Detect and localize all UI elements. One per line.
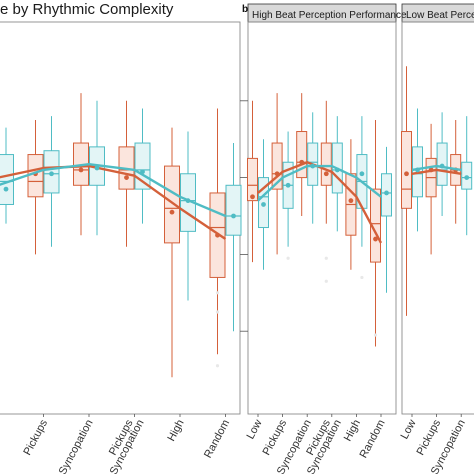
outlier-point	[324, 256, 328, 260]
box	[320, 142, 332, 186]
mean-point	[215, 232, 220, 238]
panel-b-border	[247, 21, 397, 415]
mean-point	[299, 159, 305, 165]
panel-b-strip-title: High Beat Perception Performance	[252, 10, 407, 21]
chart-marks	[0, 66, 473, 378]
mean-point	[250, 194, 255, 200]
x-tick-label: High	[342, 418, 363, 444]
mean-point	[373, 236, 378, 242]
series-trend-line	[411, 168, 462, 175]
outlier-point	[215, 291, 220, 295]
x-tick-label: Pickups	[21, 417, 50, 457]
panel-c-border	[401, 21, 474, 415]
mean-point	[404, 171, 409, 177]
mean-point	[124, 175, 129, 181]
mean-point	[3, 186, 9, 192]
mean-point	[334, 167, 340, 173]
series-trend-line	[411, 164, 462, 172]
panel-a-title: e by Rhythmic Complexity	[0, 1, 174, 18]
mean-point	[464, 175, 470, 181]
x-tick-label: Random	[202, 418, 232, 460]
tick-labels: Pickups Syncopation Pickups& Syncopation Hi…	[21, 414, 468, 474]
outlier-point	[286, 256, 290, 260]
box	[225, 184, 242, 236]
x-tick-label: High	[165, 418, 186, 444]
panel-b-letter: b	[242, 4, 248, 15]
x-tick-label: Low	[245, 418, 265, 442]
series-trend-line	[0, 164, 227, 241]
outlier-point	[324, 279, 328, 283]
mean-point	[169, 209, 175, 215]
mean-point	[428, 167, 434, 173]
outlier-point	[215, 310, 220, 314]
mean-point	[261, 202, 266, 207]
mean-point	[310, 163, 316, 169]
mean-point	[439, 163, 445, 169]
box	[401, 131, 412, 209]
mean-point	[348, 198, 354, 204]
mean-point	[384, 190, 389, 196]
mean-point	[185, 198, 191, 204]
mean-point	[78, 167, 84, 173]
mean-point	[323, 171, 329, 177]
box	[271, 142, 283, 190]
box	[164, 165, 180, 244]
series-trend-line	[257, 164, 382, 202]
outlier-point	[360, 275, 364, 280]
mean-point	[94, 165, 100, 171]
outlier-point	[373, 333, 378, 337]
box	[247, 157, 258, 202]
box	[296, 131, 308, 179]
x-tick-label: Low	[399, 418, 419, 442]
mean-point	[359, 171, 365, 177]
panel-frames	[0, 3, 474, 415]
panel-c-strip-title: Low Beat Perception Performance	[406, 10, 474, 21]
mean-point	[231, 213, 236, 219]
mean-point	[49, 171, 54, 177]
mean-point	[274, 171, 280, 177]
mean-point	[140, 169, 145, 175]
mean-point	[415, 167, 420, 173]
mean-point	[285, 182, 291, 188]
outlier-point	[215, 364, 220, 368]
x-tick-label: Syncopation	[57, 418, 96, 474]
